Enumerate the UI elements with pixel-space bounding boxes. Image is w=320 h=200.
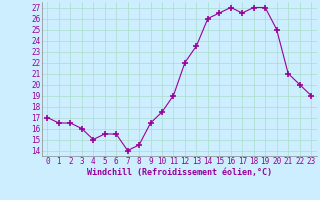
X-axis label: Windchill (Refroidissement éolien,°C): Windchill (Refroidissement éolien,°C): [87, 168, 272, 177]
